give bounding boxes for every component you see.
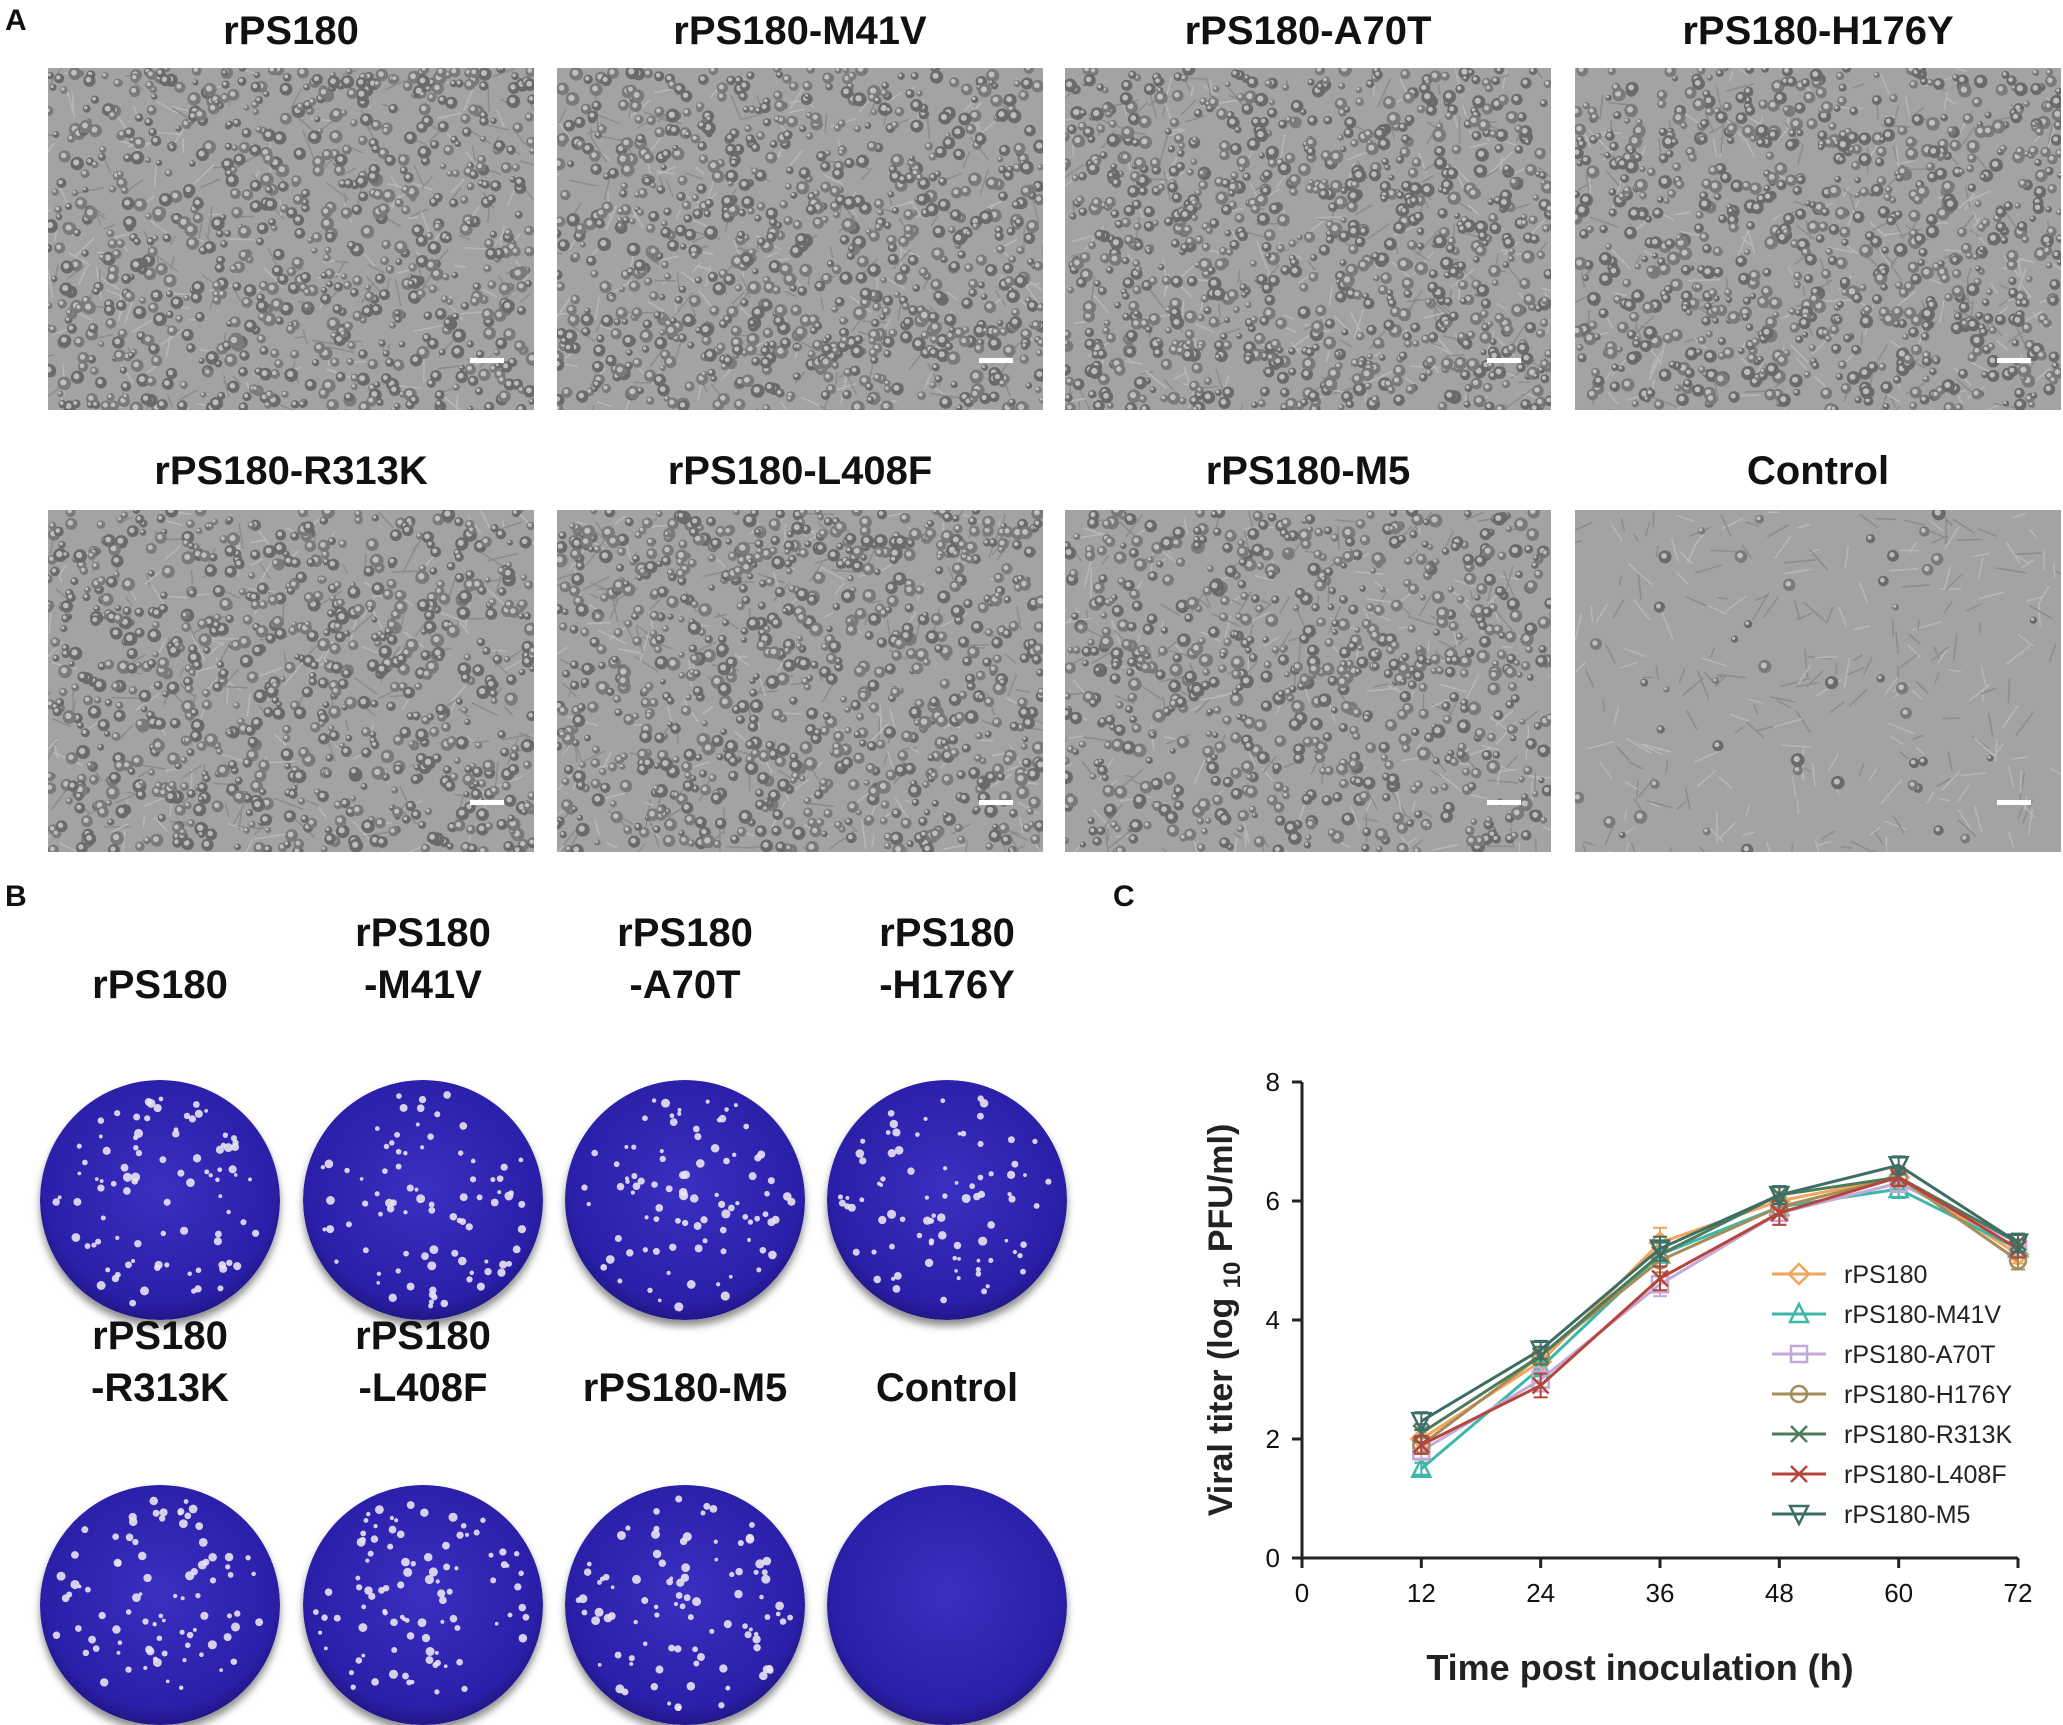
legend-label: rPS180-R313K [1844, 1421, 2012, 1449]
micrograph-title: rPS180-M41V [557, 8, 1043, 54]
micrograph-image [1575, 68, 2061, 410]
x-axis-label: Time post inoculation (h) [1426, 1647, 1853, 1688]
micrograph-image [1065, 510, 1551, 852]
y-tick-label: 0 [1266, 1543, 1280, 1573]
plate-title-line1: rPS180 [817, 908, 1077, 958]
micrograph-image [48, 510, 534, 852]
x-tick-label: 12 [1407, 1578, 1436, 1608]
micrograph-title: rPS180 [48, 8, 534, 54]
y-tick-label: 4 [1266, 1305, 1280, 1335]
plate-title-line2: -H176Y [817, 960, 1077, 1010]
panel-c-letter: C [1113, 880, 1135, 914]
plaque-plate [565, 1080, 805, 1320]
micrograph-image [1575, 510, 2061, 852]
micrograph-title: rPS180-R313K [48, 448, 534, 494]
plate-title-line2: -R313K [30, 1363, 290, 1413]
plaque-plate [40, 1080, 280, 1320]
legend-label: rPS180 [1844, 1261, 1927, 1289]
plaque-plate [827, 1485, 1067, 1725]
x-tick-label: 48 [1765, 1578, 1794, 1608]
plate-title-line1: Control [817, 1363, 1077, 1413]
y-axis-label: Viral titer (log 10 PFU/ml) [1202, 1124, 1246, 1517]
x-tick-label: 60 [1884, 1578, 1913, 1608]
x-tick-label: 72 [2004, 1578, 2033, 1608]
plaque-plate [40, 1485, 280, 1725]
plate-title-line1: rPS180-M5 [555, 1363, 815, 1413]
y-axis-label-main: Viral titer (log [1202, 1288, 1240, 1516]
micrograph-title: Control [1575, 448, 2061, 494]
panel-a-letter: A [5, 4, 27, 38]
micrograph-title: rPS180-L408F [557, 448, 1043, 494]
legend-label: rPS180-M41V [1844, 1301, 2001, 1329]
plaque-plate [303, 1485, 543, 1725]
micrograph-title: rPS180-A70T [1065, 8, 1551, 54]
plate-title-line2: -M41V [293, 960, 553, 1010]
plaque-plate [565, 1485, 805, 1725]
plaque-plate [827, 1080, 1067, 1320]
plate-title-line1: rPS180 [555, 908, 815, 958]
micrograph-image [557, 68, 1043, 410]
y-tick-label: 8 [1266, 1067, 1280, 1097]
plate-title-line1: rPS180 [293, 908, 553, 958]
legend-label: rPS180-A70T [1844, 1341, 1995, 1369]
micrograph-title: rPS180-M5 [1065, 448, 1551, 494]
panel-b-letter: B [5, 880, 27, 914]
plaque-plate [303, 1080, 543, 1320]
y-tick-label: 2 [1266, 1424, 1280, 1454]
micrograph-title: rPS180-H176Y [1575, 8, 2061, 54]
micrograph-image [1065, 68, 1551, 410]
plate-title-line2: -L408F [293, 1363, 553, 1413]
plate-title-line1: rPS180 [293, 1311, 553, 1361]
legend: rPS180 rPS180-M41V rPS180-A70T rPS180-H176Y… [1772, 1261, 2012, 1529]
legend-label: rPS180-L408F [1844, 1461, 2007, 1489]
y-axis-label-unit: PFU/ml) [1202, 1124, 1240, 1262]
y-axis-label-subscript: 10 [1219, 1262, 1246, 1289]
micrograph-image [557, 510, 1043, 852]
plate-title-line2: -A70T [555, 960, 815, 1010]
x-tick-label: 36 [1646, 1578, 1675, 1608]
plate-title-line1: rPS180 [30, 1311, 290, 1361]
micrograph-image [48, 68, 534, 410]
y-tick-label: 6 [1266, 1186, 1280, 1216]
x-tick-label: 0 [1295, 1578, 1309, 1608]
x-tick-label: 24 [1526, 1578, 1555, 1608]
legend-label: rPS180-M5 [1844, 1501, 1970, 1529]
plate-title-line1: rPS180 [30, 960, 290, 1010]
legend-label: rPS180-H176Y [1844, 1381, 2012, 1409]
